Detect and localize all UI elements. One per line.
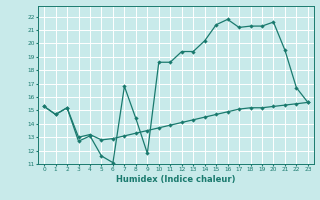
X-axis label: Humidex (Indice chaleur): Humidex (Indice chaleur) xyxy=(116,175,236,184)
